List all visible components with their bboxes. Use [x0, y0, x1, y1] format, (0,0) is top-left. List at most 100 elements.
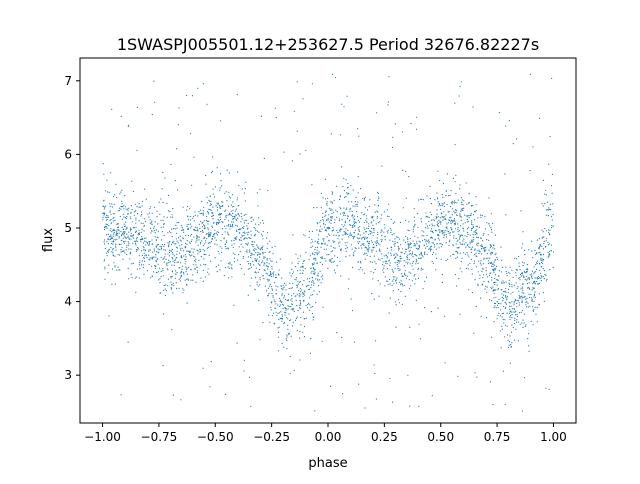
- data-point: [157, 243, 160, 246]
- data-point: [390, 252, 392, 254]
- data-point: [440, 246, 442, 248]
- data-point: [232, 252, 234, 254]
- data-point: [448, 195, 450, 197]
- data-point: [437, 237, 439, 239]
- data-point: [196, 227, 198, 229]
- data-point: [324, 242, 326, 244]
- data-point: [299, 291, 302, 293]
- data-point: [376, 191, 379, 193]
- data-point: [408, 250, 410, 252]
- data-point: [135, 226, 137, 228]
- data-point: [249, 285, 251, 287]
- data-point: [243, 238, 245, 240]
- data-point: [404, 272, 406, 274]
- data-point: [462, 223, 464, 225]
- data-point: [467, 254, 469, 256]
- data-point: [352, 189, 354, 191]
- data-point: [193, 255, 195, 257]
- data-point: [375, 340, 377, 342]
- data-point: [349, 232, 351, 234]
- data-point: [339, 231, 341, 233]
- data-point: [382, 263, 384, 266]
- data-point: [532, 310, 534, 312]
- data-point: [266, 237, 268, 239]
- data-point: [330, 201, 332, 203]
- data-point: [282, 304, 285, 306]
- data-point: [440, 221, 442, 223]
- data-point: [229, 224, 232, 226]
- data-point: [416, 116, 418, 118]
- data-point: [379, 259, 381, 261]
- data-point: [339, 134, 342, 136]
- data-point: [149, 259, 151, 261]
- data-point: [239, 251, 241, 253]
- data-point: [290, 305, 292, 308]
- data-point: [151, 230, 153, 232]
- data-point: [148, 244, 150, 246]
- data-point: [220, 180, 222, 182]
- data-point: [458, 278, 460, 280]
- data-point: [157, 263, 159, 265]
- data-point: [372, 215, 374, 217]
- data-point: [495, 296, 497, 298]
- data-point: [421, 239, 424, 241]
- data-point: [513, 284, 515, 286]
- data-point: [389, 377, 391, 380]
- data-point: [352, 235, 354, 238]
- data-point: [173, 255, 175, 257]
- data-point: [245, 243, 247, 245]
- data-point: [256, 272, 258, 274]
- data-point: [493, 297, 495, 299]
- data-point: [227, 266, 229, 268]
- data-point: [455, 237, 457, 239]
- data-point: [293, 110, 295, 112]
- data-point: [112, 252, 114, 254]
- data-point: [439, 217, 441, 219]
- data-point: [113, 229, 115, 231]
- data-point: [266, 259, 268, 261]
- data-point: [242, 227, 244, 230]
- data-point: [285, 338, 287, 340]
- data-point: [287, 328, 289, 330]
- data-point: [353, 232, 356, 234]
- data-point: [449, 217, 451, 219]
- data-point: [386, 256, 388, 258]
- data-point: [196, 239, 198, 241]
- data-point: [102, 212, 104, 214]
- data-point: [366, 237, 369, 239]
- data-point: [474, 372, 476, 374]
- data-point: [109, 203, 111, 205]
- data-point: [269, 251, 271, 253]
- data-point: [515, 258, 518, 260]
- data-point: [527, 338, 529, 340]
- data-point: [474, 279, 476, 281]
- data-point: [158, 201, 160, 203]
- data-point: [446, 173, 448, 175]
- data-point: [463, 200, 465, 202]
- data-point: [523, 249, 526, 251]
- data-point: [162, 201, 164, 204]
- data-point: [542, 259, 545, 261]
- data-point: [136, 237, 138, 239]
- data-point: [532, 256, 534, 259]
- data-point: [141, 200, 143, 203]
- data-point: [136, 236, 138, 238]
- data-point: [366, 227, 368, 229]
- data-point: [317, 278, 319, 280]
- data-point: [522, 297, 524, 299]
- data-point: [224, 266, 227, 269]
- data-point: [381, 239, 383, 241]
- data-point: [333, 269, 336, 271]
- data-point: [440, 208, 442, 210]
- data-point: [322, 242, 324, 245]
- data-point: [191, 95, 194, 97]
- data-point: [138, 277, 140, 279]
- data-point: [459, 252, 461, 254]
- data-point: [473, 262, 475, 264]
- data-point: [505, 299, 507, 301]
- data-point: [137, 249, 139, 251]
- data-point: [474, 211, 476, 213]
- data-point: [473, 260, 476, 262]
- data-point: [543, 300, 545, 302]
- data-point: [312, 245, 314, 247]
